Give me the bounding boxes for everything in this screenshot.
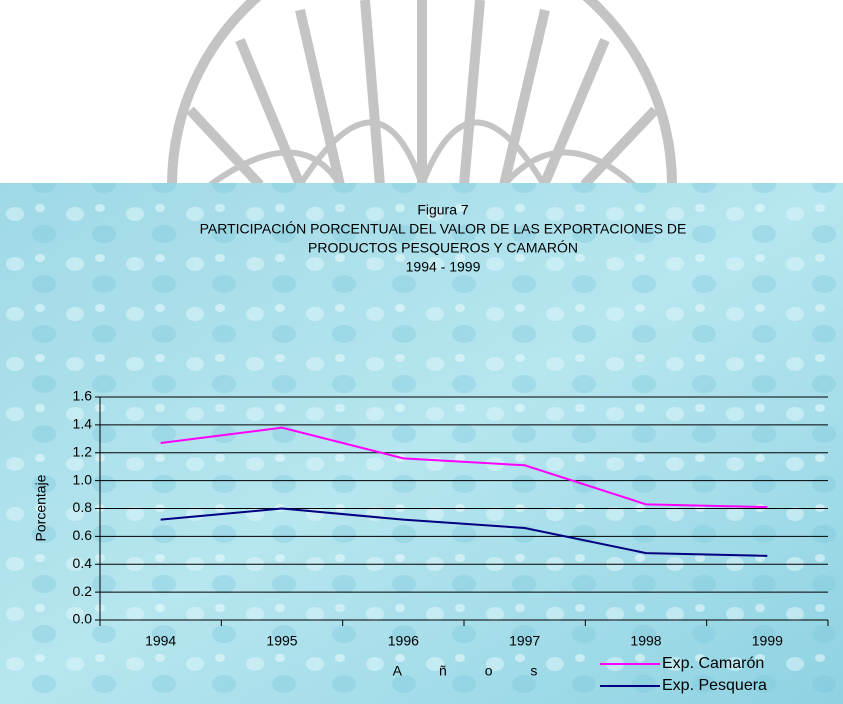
x-tick-label: 1997 — [509, 633, 540, 649]
x-tick-label: 1994 — [145, 633, 176, 649]
x-tick-label: 1995 — [266, 633, 297, 649]
y-tick-label: 1.0 — [73, 471, 93, 487]
y-tick-label: 0.0 — [73, 611, 93, 627]
chart-title: Figura 7 — [417, 202, 469, 218]
y-tick-label: 1.6 — [73, 388, 93, 404]
legend-label: Exp. Pesquera — [662, 677, 767, 694]
chart: Porcentaje A ñ o s Figura 7 PARTICIPACIÓN… — [0, 0, 843, 704]
chart-title: PRODUCTOS PESQUEROS Y CAMARÓN — [308, 240, 578, 256]
watermark — [172, 0, 672, 185]
page: Porcentaje A ñ o s Figura 7 PARTICIPACIÓN… — [0, 0, 843, 704]
x-axis-label: A ñ o s — [393, 663, 538, 679]
y-tick-label: 1.4 — [73, 416, 93, 432]
y-axis-label: Porcentaje — [33, 474, 49, 541]
chart-title: 1994 - 1999 — [406, 259, 481, 275]
y-tick-label: 0.6 — [73, 527, 93, 543]
y-tick-label: 0.2 — [73, 583, 93, 599]
legend-label: Exp. Camarón — [662, 655, 764, 672]
x-tick-label: 1996 — [388, 633, 419, 649]
x-tick-label: 1999 — [752, 633, 783, 649]
chart-title: PARTICIPACIÓN PORCENTUAL DEL VALOR DE LA… — [200, 221, 687, 237]
x-tick-label: 1998 — [630, 633, 661, 649]
y-tick-label: 1.2 — [73, 443, 93, 459]
y-tick-label: 0.4 — [73, 555, 93, 571]
y-tick-label: 0.8 — [73, 499, 93, 515]
